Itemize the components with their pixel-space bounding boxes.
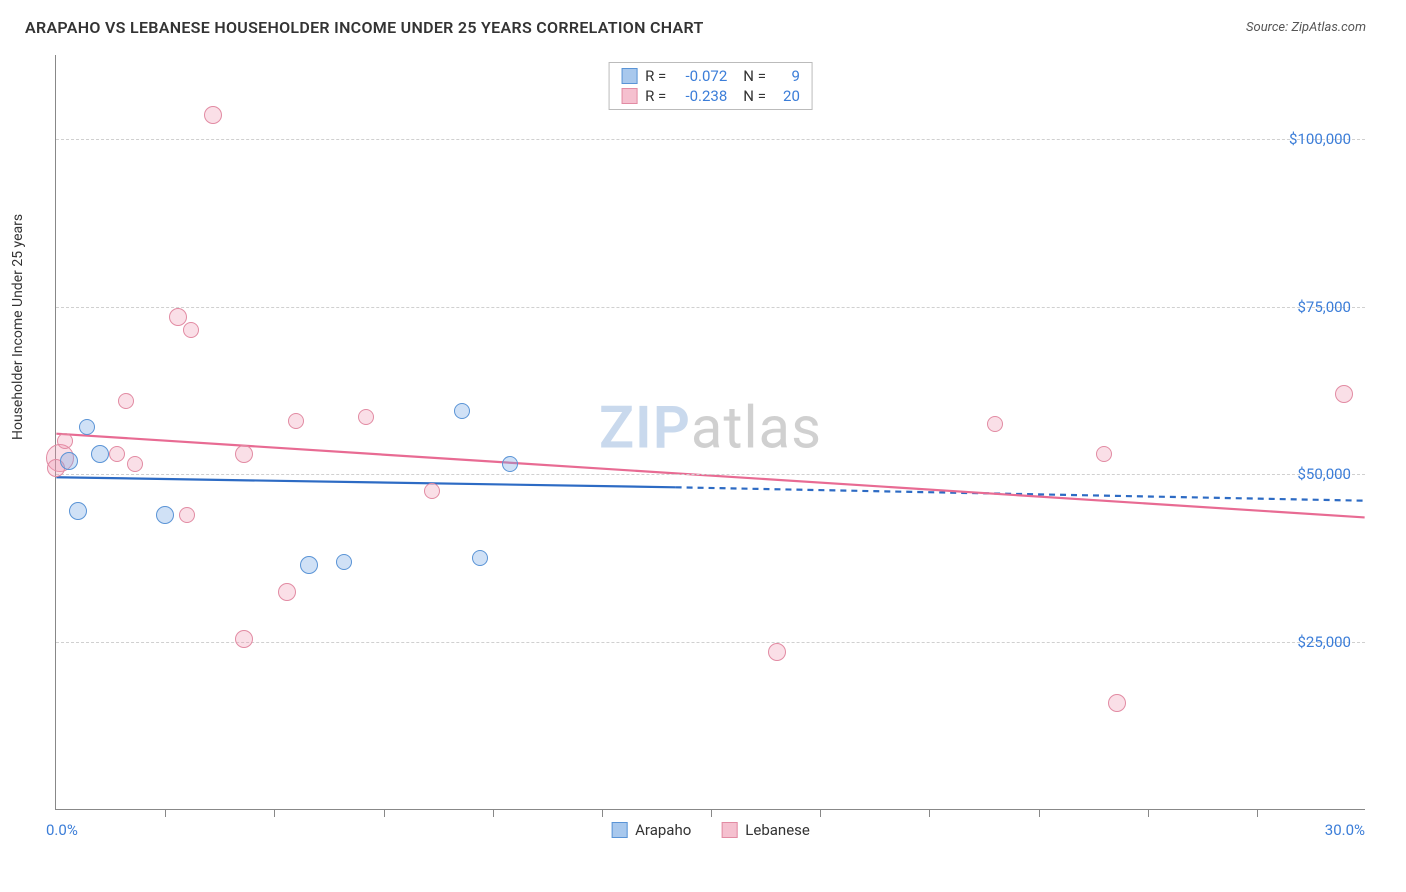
arapaho-point (336, 554, 352, 570)
x-tick (1257, 809, 1258, 817)
y-tick-label: $25,000 (1297, 633, 1351, 651)
arapaho-point (454, 403, 470, 419)
arapaho-point (69, 502, 87, 520)
lebanese-point (235, 445, 253, 463)
lebanese-point (288, 413, 304, 429)
x-axis-max: 30.0% (1325, 821, 1365, 839)
x-tick (602, 809, 603, 817)
lebanese-point (127, 456, 143, 472)
arapaho-point (502, 456, 518, 472)
lebanese-point (235, 630, 253, 648)
x-tick (929, 809, 930, 817)
lebanese-point (204, 106, 222, 124)
lebanese-point (1096, 446, 1112, 462)
arapaho-point (60, 452, 78, 470)
gridline (56, 139, 1365, 140)
x-axis-min: 0.0% (46, 821, 78, 839)
swatch-arapaho (621, 68, 637, 84)
lebanese-point (768, 643, 786, 661)
lebanese-point (1108, 694, 1126, 712)
chart-title: ARAPAHO VS LEBANESE HOUSEHOLDER INCOME U… (25, 18, 704, 37)
lebanese-point (57, 433, 73, 449)
swatch-lebanese (621, 88, 637, 104)
scatter-chart: ZIPatlas R = -0.072 N = 9 R = -0.238 N =… (55, 55, 1365, 810)
legend-row-arapaho: R = -0.072 N = 9 (621, 66, 800, 86)
swatch-arapaho (611, 822, 627, 838)
gridline (56, 307, 1365, 308)
x-tick (1039, 809, 1040, 817)
y-tick-label: $100,000 (1289, 130, 1351, 148)
x-tick (493, 809, 494, 817)
legend-item-lebanese: Lebanese (721, 821, 810, 839)
arapaho-point (91, 445, 109, 463)
gridline (56, 642, 1365, 643)
legend-item-arapaho: Arapaho (611, 821, 691, 839)
lebanese-point (179, 507, 195, 523)
x-tick (820, 809, 821, 817)
lebanese-point (169, 308, 187, 326)
swatch-lebanese (721, 822, 737, 838)
x-tick (165, 809, 166, 817)
lebanese-point (987, 416, 1003, 432)
regression-lines (56, 55, 1365, 809)
lebanese-point (424, 483, 440, 499)
series-legend: Arapaho Lebanese (611, 821, 810, 839)
watermark: ZIPatlas (599, 395, 822, 463)
x-tick (711, 809, 712, 817)
y-axis-label: Householder Income Under 25 years (10, 214, 26, 440)
lebanese-point (118, 393, 134, 409)
x-tick (1148, 809, 1149, 817)
arapaho-point (156, 506, 174, 524)
lebanese-point (358, 409, 374, 425)
lebanese-point (109, 446, 125, 462)
lebanese-point (1335, 385, 1353, 403)
y-tick-label: $50,000 (1297, 465, 1351, 483)
x-tick (274, 809, 275, 817)
correlation-legend: R = -0.072 N = 9 R = -0.238 N = 20 (608, 62, 813, 110)
arapaho-point (300, 556, 318, 574)
arapaho-point (472, 550, 488, 566)
gridline (56, 474, 1365, 475)
lebanese-point (183, 322, 199, 338)
lebanese-point (278, 583, 296, 601)
source-attribution: Source: ZipAtlas.com (1246, 20, 1366, 35)
x-tick (384, 809, 385, 817)
legend-row-lebanese: R = -0.238 N = 20 (621, 86, 800, 106)
y-tick-label: $75,000 (1297, 298, 1351, 316)
arapaho-point (79, 419, 95, 435)
